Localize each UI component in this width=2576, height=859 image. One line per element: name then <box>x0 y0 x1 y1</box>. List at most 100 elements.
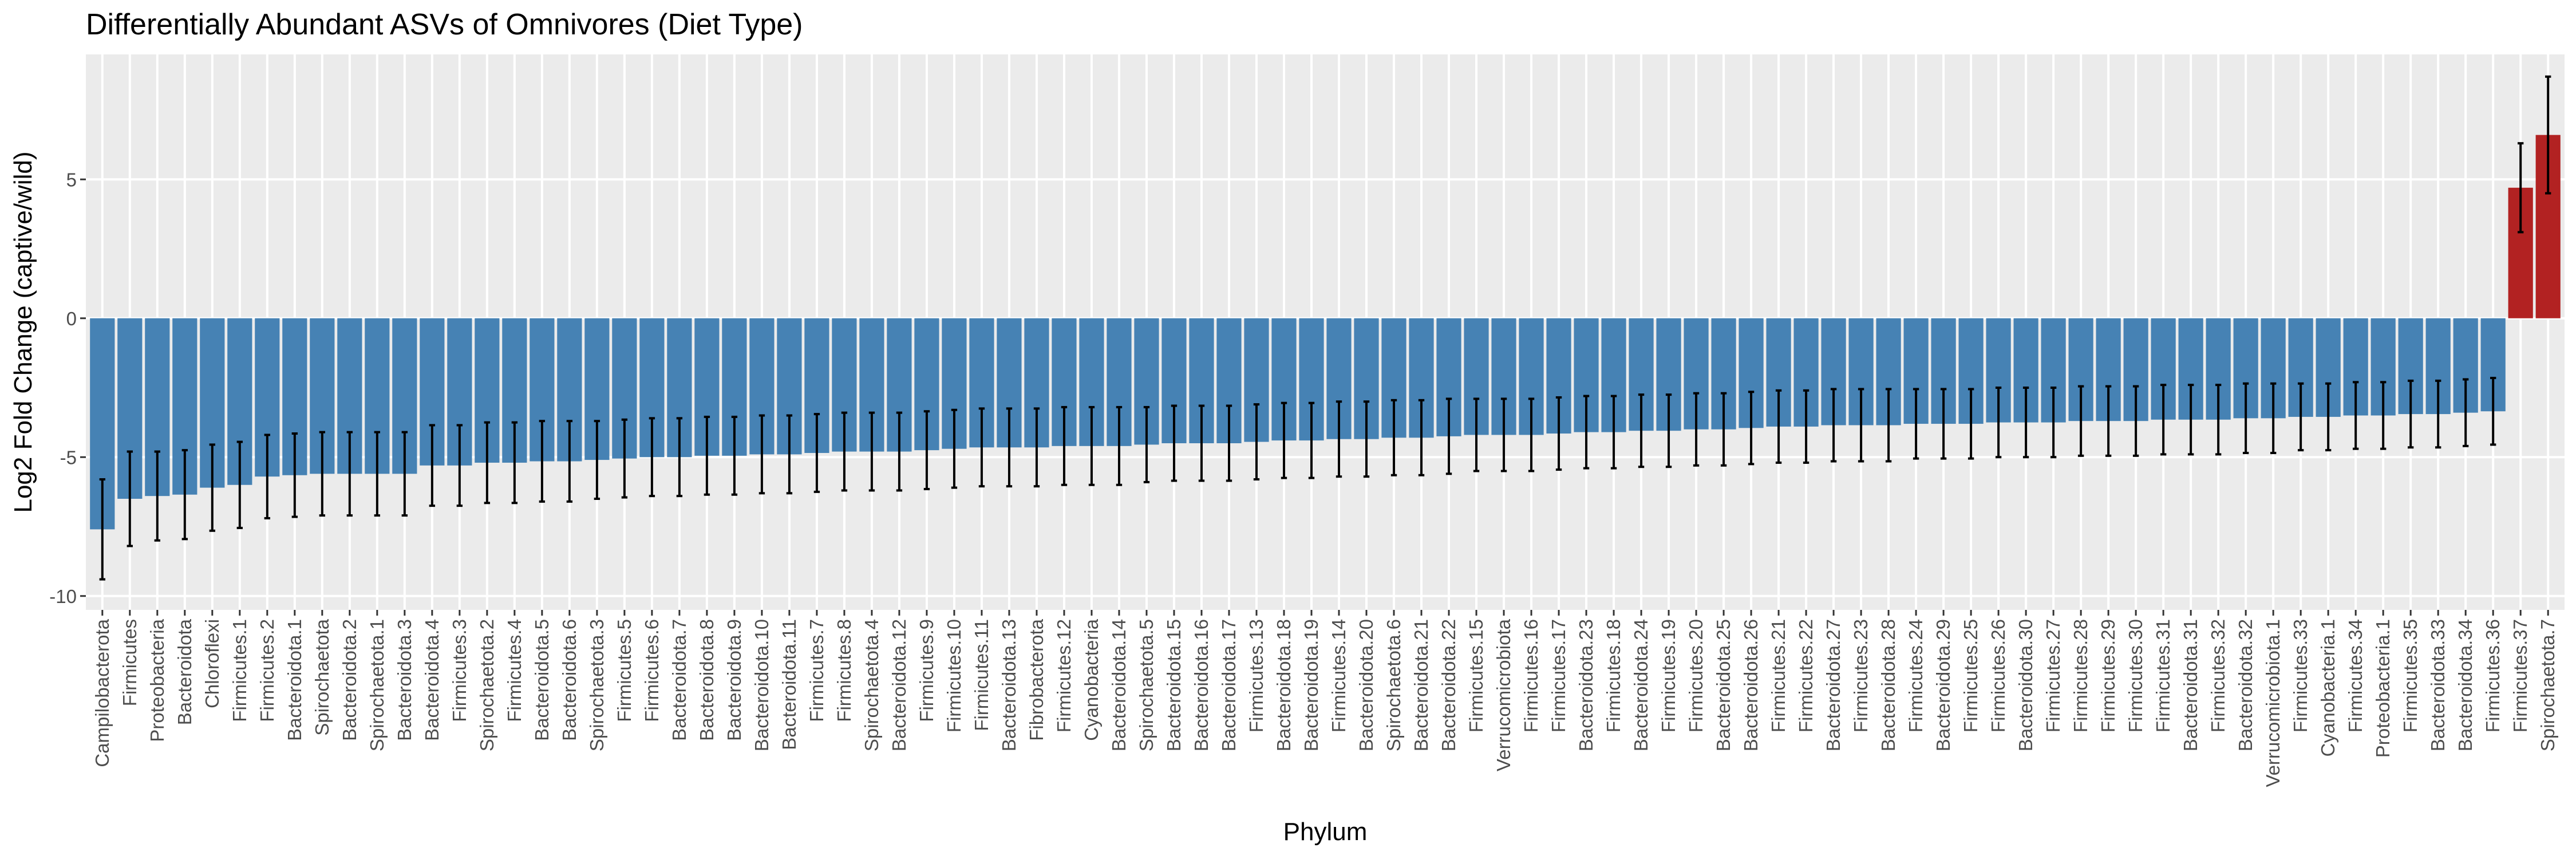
error-bar <box>1583 395 1590 470</box>
x-tick-label: Bacteroidota.16 <box>1191 619 1212 751</box>
error-bar <box>1858 388 1864 463</box>
error-bar <box>2077 385 2084 457</box>
error-bar <box>896 411 903 492</box>
x-axis: Campilobacterota Firmicutes Proteobacteria… <box>92 610 2558 787</box>
x-tick-label: Fibrobacterota <box>1026 618 1047 740</box>
error-bar <box>1143 405 1150 483</box>
error-bar <box>209 443 216 532</box>
error-bar <box>1528 397 1535 472</box>
x-tick-label: Spirochaetota.5 <box>1136 619 1157 751</box>
x-tick-label: Bacteroidota.25 <box>1713 619 1734 751</box>
error-bar <box>1995 387 2002 459</box>
x-tick-label: Spirochaetota.4 <box>861 619 882 751</box>
error-bar <box>566 420 573 503</box>
x-tick-label: Firmicutes.19 <box>1658 619 1679 732</box>
error-bar <box>1308 401 1315 479</box>
error-bar <box>1033 407 1040 488</box>
x-tick-label: Bacteroidota.21 <box>1411 619 1432 751</box>
x-tick-label: Firmicutes.18 <box>1603 619 1624 732</box>
error-bar <box>1253 403 1260 481</box>
error-bar <box>2105 385 2112 457</box>
x-tick-label: Firmicutes.1 <box>229 619 250 722</box>
x-tick-label: Firmicutes.29 <box>2097 619 2119 732</box>
x-tick-label: Campilobacterota <box>92 618 113 767</box>
x-tick-label: Firmicutes.24 <box>1905 619 1926 732</box>
x-tick-label: Firmicutes.33 <box>2290 619 2311 732</box>
x-tick-label: Firmicutes.26 <box>1988 619 2009 732</box>
error-bars <box>99 75 2551 581</box>
error-bar <box>1720 392 1727 467</box>
x-tick-label: Bacteroidota.1 <box>284 619 305 741</box>
x-tick-label: Firmicutes.37 <box>2510 619 2531 732</box>
plot-panel <box>86 54 2565 610</box>
error-bar <box>951 408 958 489</box>
x-tick-label: Bacteroidota.10 <box>751 619 772 751</box>
x-tick-label: Bacteroidota.2 <box>339 619 360 741</box>
error-bar <box>154 450 160 542</box>
x-tick-label: Firmicutes.9 <box>916 619 937 722</box>
error-bar <box>2380 381 2387 450</box>
x-tick-label: Bacteroidota.20 <box>1356 619 1377 751</box>
x-tick-label: Firmicutes.30 <box>2125 619 2146 732</box>
error-bar <box>2050 387 2057 459</box>
x-tick-label: Firmicutes.14 <box>1328 619 1349 732</box>
x-tick-label: Firmicutes.34 <box>2345 619 2366 732</box>
error-bar <box>1913 388 1919 460</box>
error-bar <box>1693 392 1700 467</box>
error-bar <box>841 411 848 492</box>
x-tick-label: Spirochaetota.1 <box>366 619 388 751</box>
error-bar <box>1803 389 1809 464</box>
y-tick-label: 5 <box>66 169 77 190</box>
x-tick-label: Firmicutes.22 <box>1795 619 1816 732</box>
error-bar <box>1226 404 1232 482</box>
error-bar <box>2022 387 2029 459</box>
error-bar <box>99 478 105 581</box>
y-tick-label: 0 <box>66 308 77 329</box>
error-bar <box>2407 379 2414 449</box>
error-bar <box>2187 384 2194 456</box>
x-tick-label: Firmicutes.2 <box>256 619 278 722</box>
error-bar <box>2490 377 2496 446</box>
error-bar <box>1390 399 1397 476</box>
x-tick-label: Firmicutes.35 <box>2400 619 2421 732</box>
y-tick-label: -10 <box>49 586 77 607</box>
error-bar <box>868 411 875 492</box>
error-bar <box>594 420 600 500</box>
x-tick-label: Bacteroidota.7 <box>669 619 690 741</box>
error-bar <box>539 420 546 503</box>
error-bar <box>484 421 491 505</box>
error-bar <box>1336 400 1342 478</box>
x-tick-label: Verrucomicrobiota <box>1493 618 1514 771</box>
x-tick-label: Bacteroidota <box>174 618 195 725</box>
x-tick-label: Firmicutes.27 <box>2042 619 2064 732</box>
error-bar <box>1445 397 1452 475</box>
error-bar <box>813 413 820 493</box>
x-tick-label: Firmicutes.11 <box>971 619 992 731</box>
x-tick-label: Proteobacteria.1 <box>2372 619 2393 758</box>
error-bar <box>731 415 738 496</box>
x-tick-label: Bacteroidota.17 <box>1218 619 1239 751</box>
error-bar <box>346 431 353 517</box>
error-bar <box>2242 382 2249 454</box>
error-bar <box>1940 388 1947 460</box>
x-tick-label: Bacteroidota.33 <box>2427 619 2448 751</box>
x-tick-label: Firmicutes.15 <box>1465 619 1487 732</box>
error-bar <box>2132 385 2139 457</box>
error-bar <box>1281 401 1287 479</box>
x-tick-label: Spirochaetota.7 <box>2537 619 2558 751</box>
x-tick-label: Bacteroidota.8 <box>696 619 717 741</box>
x-tick-label: Firmicutes.4 <box>504 619 525 722</box>
error-bar <box>2160 384 2167 456</box>
x-tick-label: Bacteroidota.3 <box>394 619 415 741</box>
error-bar <box>1775 389 1782 464</box>
error-bar <box>1638 393 1645 468</box>
error-bar <box>1500 397 1507 472</box>
x-tick-label: Chloroflexi <box>202 619 223 708</box>
error-bar <box>1171 404 1178 482</box>
error-bar <box>2518 142 2524 234</box>
x-tick-label: Bacteroidota.26 <box>1740 619 1761 751</box>
x-tick-label: Bacteroidota.12 <box>888 619 910 751</box>
x-tick-label: Bacteroidota.22 <box>1438 619 1459 751</box>
x-tick-label: Bacteroidota.11 <box>779 619 800 750</box>
